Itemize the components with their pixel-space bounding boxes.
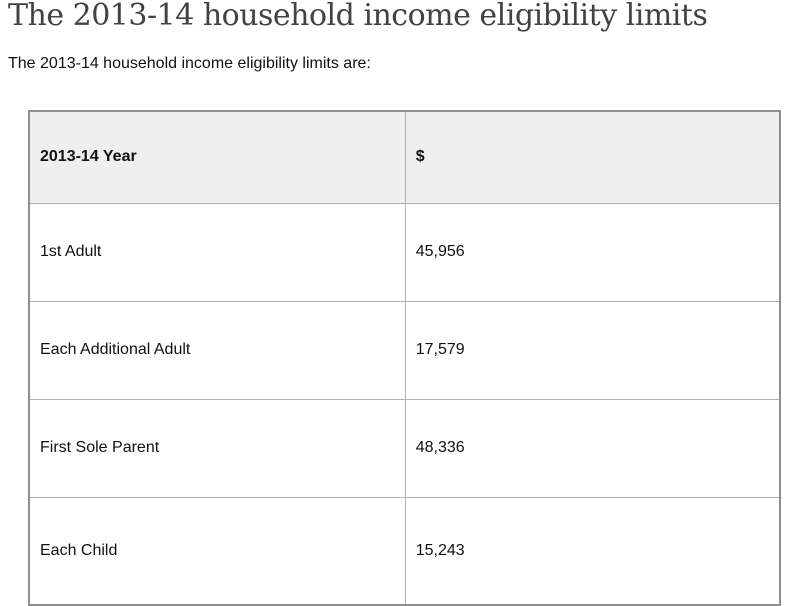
- row-value: 15,243: [404, 496, 781, 606]
- row-label: First Sole Parent: [28, 398, 406, 498]
- column-header-year: 2013-14 Year: [28, 110, 406, 204]
- table-row-each-child: Each Child 15,243: [28, 496, 781, 606]
- intro-text: The 2013-14 household income eligibility…: [8, 55, 371, 72]
- income-limits-table: 2013-14 Year $ 1st Adult 45,956 Each Add…: [28, 110, 781, 606]
- table-row-1st-adult: 1st Adult 45,956: [28, 202, 781, 302]
- row-label: Each Child: [28, 496, 406, 606]
- row-label: 1st Adult: [28, 202, 406, 302]
- column-header-dollars: $: [404, 110, 781, 204]
- row-value: 48,336: [404, 398, 781, 498]
- table-header-row: 2013-14 Year $: [28, 110, 781, 204]
- row-label: Each Additional Adult: [28, 300, 406, 400]
- table-body: 1st Adult 45,956 Each Additional Adult 1…: [28, 202, 781, 606]
- page-title: The 2013-14 household income eligibility…: [8, 0, 708, 33]
- table-row-each-additional-adult: Each Additional Adult 17,579: [28, 300, 781, 400]
- table-head: 2013-14 Year $: [28, 110, 781, 204]
- row-value: 17,579: [404, 300, 781, 400]
- row-value: 45,956: [404, 202, 781, 302]
- table-row-first-sole-parent: First Sole Parent 48,336: [28, 398, 781, 498]
